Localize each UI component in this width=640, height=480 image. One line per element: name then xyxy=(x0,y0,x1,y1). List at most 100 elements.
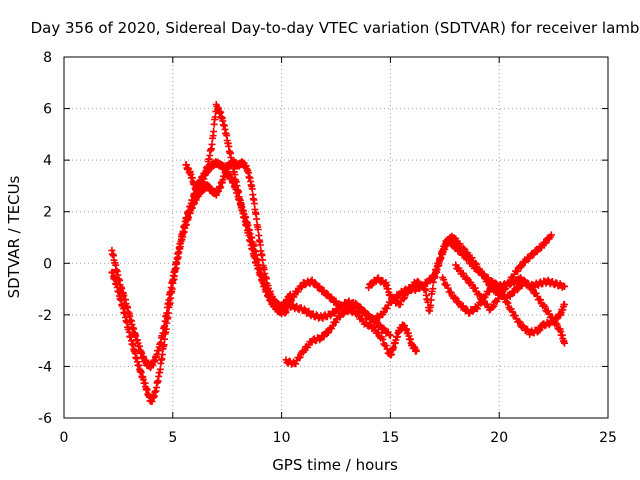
data-point xyxy=(215,192,218,195)
y-tick-label: -2 xyxy=(38,308,52,324)
data-point xyxy=(541,323,544,327)
data-point xyxy=(215,161,218,164)
data-point xyxy=(363,321,366,324)
data-point xyxy=(262,269,266,273)
data-point xyxy=(193,184,196,188)
data-point xyxy=(389,354,392,358)
data-point xyxy=(515,280,518,283)
chart-grid xyxy=(64,57,608,418)
y-tick-label: 8 xyxy=(43,50,52,66)
data-point xyxy=(232,169,235,172)
data-point xyxy=(175,259,179,262)
data-point xyxy=(554,282,557,286)
data-point xyxy=(454,246,457,250)
data-point xyxy=(302,308,305,311)
data-point xyxy=(406,290,410,293)
data-point xyxy=(254,259,257,262)
data-point xyxy=(463,274,466,278)
data-point xyxy=(236,164,240,167)
data-point xyxy=(162,326,166,329)
x-tick-label: 5 xyxy=(168,430,177,446)
data-point xyxy=(189,210,192,213)
data-point xyxy=(354,311,357,314)
data-point xyxy=(228,164,231,167)
data-point xyxy=(206,184,209,188)
data-point xyxy=(476,305,479,309)
data-point xyxy=(132,347,135,350)
data-point xyxy=(532,290,536,293)
data-point xyxy=(289,293,292,296)
data-point xyxy=(441,249,444,252)
x-tick-label: 25 xyxy=(599,430,617,446)
data-point xyxy=(219,184,222,188)
data-point xyxy=(215,104,218,108)
data-point xyxy=(189,171,192,175)
data-point xyxy=(128,331,131,335)
data-point xyxy=(210,189,214,193)
data-point xyxy=(489,280,492,283)
data-point xyxy=(410,344,414,347)
data-point xyxy=(197,192,201,195)
data-point xyxy=(528,285,531,288)
data-point xyxy=(489,308,492,311)
data-point xyxy=(519,277,523,280)
data-point xyxy=(119,298,122,301)
data-point xyxy=(310,280,314,283)
data-point xyxy=(515,269,518,273)
y-tick-label: 0 xyxy=(43,256,52,272)
data-point xyxy=(563,285,566,288)
data-point xyxy=(136,342,140,345)
data-point xyxy=(471,285,475,288)
series-markers xyxy=(365,236,568,315)
data-point xyxy=(132,329,135,332)
data-point xyxy=(284,303,288,306)
data-point xyxy=(415,349,418,353)
data-point xyxy=(162,342,166,345)
data-point xyxy=(128,313,131,317)
data-point xyxy=(515,287,518,291)
series-track-d xyxy=(282,305,420,368)
data-point xyxy=(528,331,531,335)
data-point xyxy=(328,295,331,299)
data-point xyxy=(206,164,209,167)
data-point xyxy=(532,251,536,255)
data-point xyxy=(249,182,253,185)
data-point xyxy=(236,189,240,193)
data-point xyxy=(258,272,262,275)
data-point xyxy=(415,280,418,283)
data-point xyxy=(454,238,457,242)
data-point xyxy=(123,313,127,317)
data-point xyxy=(384,282,388,286)
data-point xyxy=(184,223,188,226)
data-point xyxy=(258,241,262,244)
y-tick-label: 6 xyxy=(43,102,52,118)
data-point xyxy=(249,244,253,247)
data-point xyxy=(441,277,444,280)
data-point xyxy=(293,362,296,366)
data-point xyxy=(232,182,235,185)
data-point xyxy=(545,280,549,283)
data-point xyxy=(319,287,322,291)
data-point xyxy=(519,323,523,327)
data-point xyxy=(550,321,553,324)
data-point xyxy=(484,293,488,296)
data-point xyxy=(397,293,401,296)
data-point xyxy=(506,282,510,286)
data-points xyxy=(108,101,568,405)
data-point xyxy=(380,336,383,340)
y-tick-label: 2 xyxy=(43,205,52,221)
data-point xyxy=(180,238,183,242)
data-point xyxy=(254,210,257,213)
data-point xyxy=(223,171,227,175)
data-point xyxy=(302,349,305,353)
data-point xyxy=(424,287,427,291)
data-point xyxy=(537,329,540,332)
x-axis-title: GPS time / hours xyxy=(272,456,398,474)
data-point xyxy=(463,254,466,257)
data-point xyxy=(467,311,470,314)
data-point xyxy=(402,323,405,327)
data-point xyxy=(141,354,144,358)
data-point xyxy=(450,293,453,296)
data-point xyxy=(493,282,497,286)
